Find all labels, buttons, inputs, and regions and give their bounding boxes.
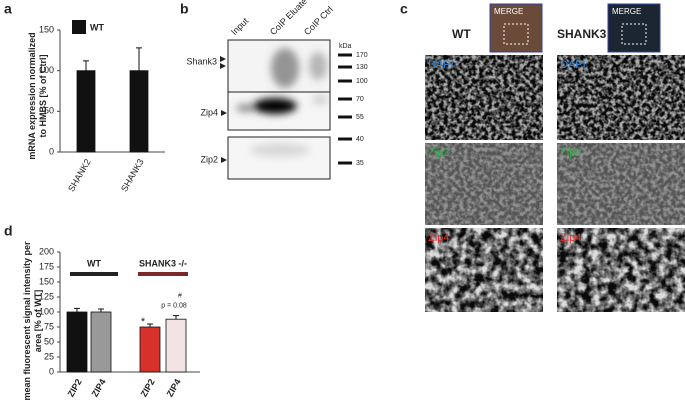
marker-label: 40 [356, 136, 364, 143]
y-tick-label: 0 [49, 146, 54, 156]
error-bar [98, 308, 104, 312]
y-axis-label: mean fluorescent signal intensity per ar… [22, 241, 43, 401]
column-header: SHANK3 -/- [557, 27, 621, 41]
group-label: SHANK3 -/- [139, 258, 187, 268]
marker-label: 70 [356, 96, 364, 103]
annotation: p = 0.08 [161, 302, 187, 309]
micrograph [425, 143, 543, 225]
bar [66, 311, 88, 373]
y-tick-label: 100 [39, 65, 54, 75]
y-tick-label: 50 [44, 106, 54, 116]
micrograph [425, 228, 543, 312]
protein-label: Zip2 [200, 154, 218, 164]
arrowhead [220, 56, 226, 69]
y-tick-label: 150 [39, 24, 54, 34]
protein-label: Zip4 [200, 107, 218, 117]
x-tick-label: SHANK2 [66, 157, 93, 193]
annotation: # [178, 292, 182, 299]
error-bar [83, 60, 89, 71]
group-bar [138, 272, 188, 276]
marker-label: 35 [356, 160, 364, 167]
x-tick-label: SHANK3 [119, 157, 146, 193]
bar [129, 70, 149, 153]
micrograph [557, 228, 685, 312]
panel-label: c [400, 1, 408, 17]
x-tick-label: ZIP4 [165, 377, 183, 398]
marker-label: 170 [356, 52, 368, 59]
legend-swatch [72, 20, 86, 34]
marker-label: 55 [356, 114, 364, 121]
unit-label: kDa [339, 43, 352, 50]
micrograph [557, 55, 685, 140]
marker-band [338, 53, 352, 57]
error-bar [173, 315, 179, 320]
merge-label: MERGE [612, 7, 641, 16]
y-tick-label: 200 [39, 246, 54, 256]
y-tick-label: 150 [39, 276, 54, 286]
group-bar [70, 272, 118, 276]
bar [139, 326, 161, 373]
y-axis-label: mRNA expression normalized to HMBS [% of… [27, 32, 48, 160]
y-tick-label: 175 [39, 261, 54, 271]
lane-label: CoIP Ctrl [302, 4, 335, 37]
panel-label: b [180, 1, 189, 17]
arrowhead [221, 157, 227, 163]
stain-label: Zip4 [428, 232, 449, 244]
panel-label: a [4, 1, 12, 17]
error-bar [147, 323, 153, 327]
x-tick-label: ZIP4 [90, 377, 108, 398]
error-bar [74, 307, 80, 312]
micrograph [557, 143, 685, 225]
merge-thumb [489, 3, 543, 53]
marker-band [338, 97, 352, 101]
marker-ladder: 170 130 100 70 55 40 35 [338, 52, 368, 167]
stain-label: Zip2 [428, 147, 449, 159]
y-tick-label: 75 [44, 321, 54, 331]
x-tick-label: ZIP2 [139, 377, 157, 398]
marker-band [338, 161, 352, 165]
bar [165, 318, 187, 373]
panel-label: d [4, 223, 13, 239]
bands [236, 48, 328, 157]
y-tick-label: 100 [39, 306, 54, 316]
bar [76, 70, 96, 153]
error-bar [136, 47, 142, 71]
y-tick-label: 25 [44, 351, 54, 361]
marker-band [338, 79, 352, 83]
y-tick-label: 50 [44, 336, 54, 346]
group-label: WT [87, 258, 101, 268]
y-tick-label: 125 [39, 291, 54, 301]
stain-label: Zip2 [560, 147, 581, 159]
merge-roi [621, 23, 647, 45]
merge-roi [503, 23, 529, 45]
marker-label: 100 [356, 78, 368, 85]
micrograph [425, 55, 543, 140]
column-header: WT [452, 27, 471, 41]
marker-band [338, 115, 352, 119]
merge-label: MERGE [494, 7, 523, 16]
marker-label: 130 [356, 64, 368, 71]
marker-band [338, 137, 352, 141]
annotation: * [141, 316, 146, 328]
x-tick-label: ZIP2 [66, 377, 84, 398]
y-tick-label: 0 [49, 366, 54, 376]
bar [90, 311, 112, 373]
marker-band [338, 65, 352, 69]
stain-label: Zip4 [560, 232, 581, 244]
lane-label: Input [229, 16, 251, 38]
stain-label: DAPI [560, 59, 586, 71]
arrowhead [221, 110, 227, 116]
blot: Input CoIP Eluate CoIP Ctrl Shank3 Zip4 … [186, 0, 368, 180]
protein-label: Shank3 [186, 56, 217, 66]
legend-label: WT [90, 22, 104, 32]
stain-label: DAPI [428, 59, 454, 71]
micrographs: WT MERGE DAPI Zip2 Zip4 SHANK3 -/- MERGE DAPI Zi… [425, 3, 685, 312]
